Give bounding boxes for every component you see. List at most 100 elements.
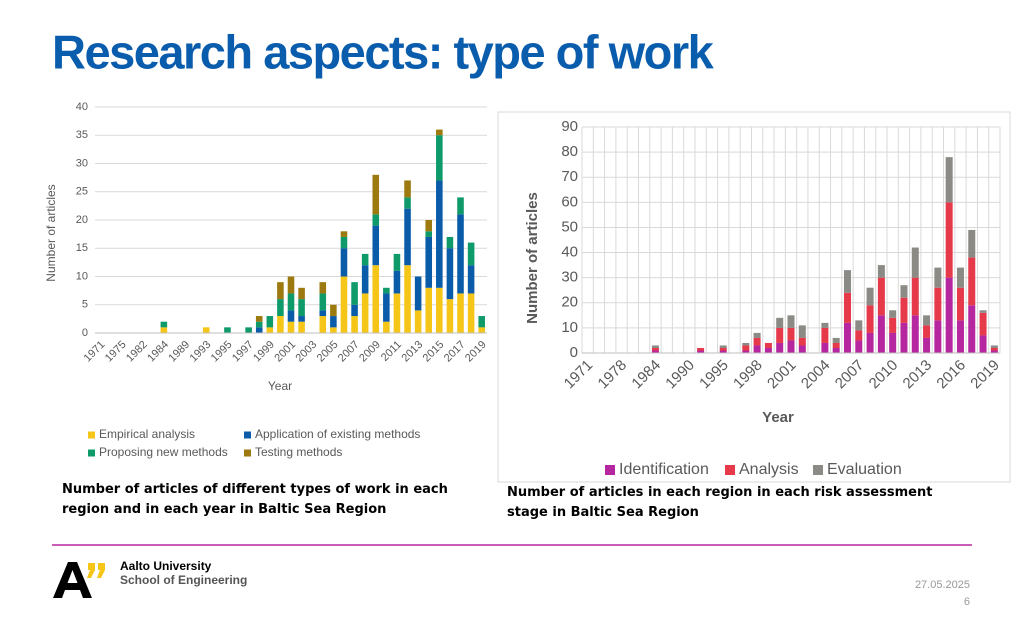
bar-segment <box>821 342 829 353</box>
x-tick-label: 1998 <box>730 357 766 393</box>
bar-segment <box>832 342 840 348</box>
y-tick-label: 30 <box>76 157 88 169</box>
caption-line: Number of articles in each region in eac… <box>507 485 932 520</box>
y-tick-label: 0 <box>570 344 578 361</box>
bar-segment <box>911 315 919 353</box>
bar-segment <box>330 327 337 333</box>
bar-segment <box>436 129 443 136</box>
bar-segment <box>404 208 411 266</box>
slide-title: Research aspects: type of work <box>52 25 715 78</box>
bar-segment <box>956 267 964 288</box>
bar-segment <box>287 310 295 322</box>
bar-segment <box>832 347 840 353</box>
bar-segment <box>404 265 411 333</box>
x-tick-label: 2003 <box>294 339 320 365</box>
y-tick-label: 50 <box>561 218 578 235</box>
bar-segment <box>719 350 727 353</box>
bar-segment <box>351 304 358 317</box>
bar-segment <box>798 345 806 353</box>
bar-segment <box>383 321 390 333</box>
bar-segment <box>923 325 931 338</box>
bar-segment <box>202 327 210 333</box>
bar-segment <box>651 345 659 348</box>
bar-segment <box>255 316 263 322</box>
caption: stage in Baltic Sea Region <box>507 505 699 520</box>
legend-label: Testing methods <box>255 445 342 459</box>
bar-segment <box>361 265 369 294</box>
caption-line: Number of articles of different types of… <box>62 482 448 517</box>
bar-segment <box>911 247 919 278</box>
x-axis-title: Year <box>762 409 794 426</box>
bar-segment <box>425 287 433 333</box>
bar-segment <box>330 316 337 328</box>
x-tick-label: 2005 <box>315 339 341 365</box>
bar-segment <box>900 322 908 353</box>
bar-segment <box>877 277 885 316</box>
bar-segment <box>945 277 953 353</box>
legend-swatch <box>244 431 251 439</box>
bar-segment <box>383 287 390 294</box>
bar-segment <box>956 287 964 321</box>
x-tick-label: 1999 <box>251 339 277 365</box>
y-tick-label: 0 <box>82 327 88 339</box>
bar-segment <box>798 325 806 338</box>
y-tick-label: 60 <box>561 193 578 210</box>
bar-segment <box>968 305 976 353</box>
bar-segment <box>990 345 998 348</box>
x-tick-label: 1989 <box>166 339 192 365</box>
y-tick-label: 20 <box>76 214 88 226</box>
x-tick-label: 2019 <box>463 339 489 365</box>
legend-swatch <box>88 431 95 439</box>
bar-segment <box>478 316 485 328</box>
bar-segment <box>436 287 443 333</box>
bar-segment <box>446 299 454 333</box>
bar-segment <box>821 322 829 328</box>
chart-frame <box>497 111 1011 483</box>
bar-segment <box>900 285 908 298</box>
bar-segment <box>990 350 998 353</box>
y-tick-label: 35 <box>76 129 88 141</box>
bar-segment <box>351 316 358 333</box>
x-tick-label: 2001 <box>764 357 800 393</box>
legend-swatch <box>725 465 735 475</box>
x-tick-label: 2016 <box>933 357 969 393</box>
x-tick-label: 1971 <box>561 357 597 393</box>
bar-segment <box>361 293 369 333</box>
x-tick-label: 2010 <box>866 357 902 393</box>
bar-segment <box>277 316 284 333</box>
bar-segment <box>753 332 761 338</box>
bar-segment <box>764 347 772 353</box>
bar-segment <box>990 347 998 351</box>
bar-segment <box>446 248 454 300</box>
bar-segment <box>287 321 295 333</box>
bar-segment <box>361 253 369 266</box>
bar-segment <box>934 287 942 321</box>
bar-segment <box>404 197 411 209</box>
y-tick-label: 20 <box>561 294 578 311</box>
x-tick-label: 1984 <box>145 339 171 365</box>
bar-segment <box>855 340 863 353</box>
x-tick-label: 2007 <box>832 357 868 393</box>
bar-segment <box>719 345 727 348</box>
legend-swatch <box>605 465 615 475</box>
x-tick-label: 1990 <box>662 357 698 393</box>
bar-segment <box>889 317 897 333</box>
bar-segment <box>467 293 475 333</box>
y-tick-label: 40 <box>561 244 578 261</box>
bar-segment <box>753 345 761 353</box>
bar-segment <box>425 231 433 237</box>
bar-segment <box>855 320 863 331</box>
bar-segment <box>866 287 874 306</box>
bar-segment <box>340 236 348 249</box>
bar-segment <box>319 310 327 317</box>
x-tick-label: 2013 <box>900 357 936 393</box>
bar-segment <box>843 270 851 293</box>
bar-segment <box>425 220 433 232</box>
bar-segment <box>764 342 772 348</box>
bar-segment <box>436 135 443 181</box>
legend-label: Empirical analysis <box>99 427 195 441</box>
y-tick-label: 80 <box>561 143 578 160</box>
bar-segment <box>478 327 485 333</box>
bar-segment <box>457 197 464 215</box>
